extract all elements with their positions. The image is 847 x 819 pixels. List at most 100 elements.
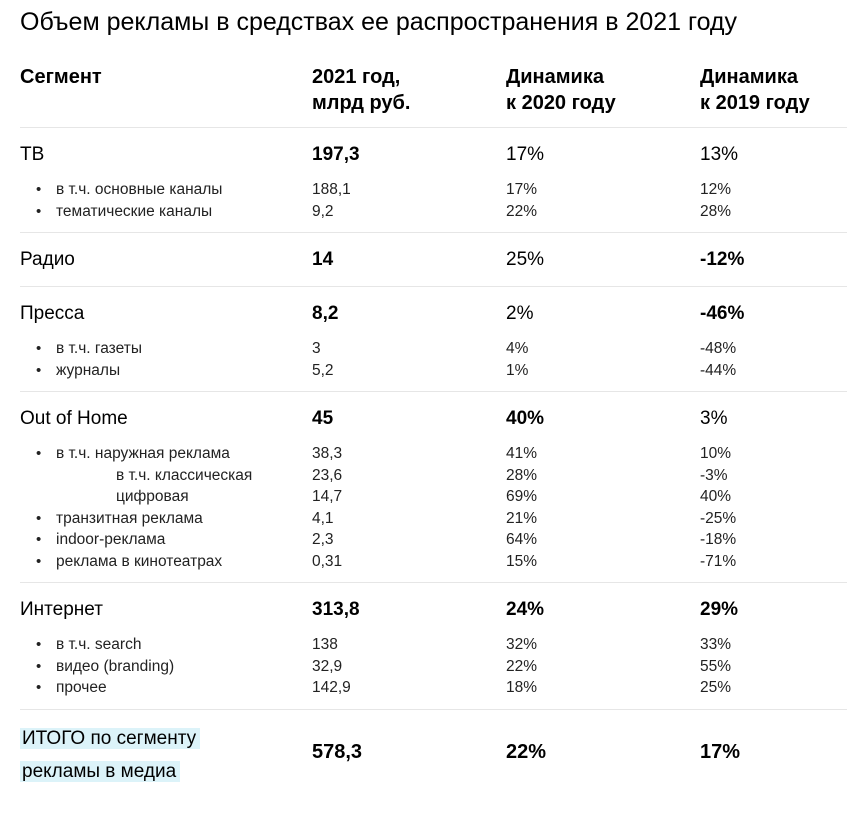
sub-name: в т.ч. наружная реклама — [20, 443, 312, 465]
table-row-sub: в т.ч. основные каналы 188,1 17% 12% — [20, 179, 847, 201]
bullet-icon — [20, 508, 56, 530]
sub-dynamics-2019: -18% — [700, 531, 737, 548]
table-row-sub: цифровая 14,7 69% 40% — [20, 486, 847, 508]
sub-dynamics-2020: 15% — [506, 550, 700, 583]
bullet-icon — [20, 338, 56, 360]
sub-value: 2,3 — [312, 531, 334, 548]
sub-dynamics-2019: 12% — [700, 181, 732, 198]
sub-name: в т.ч. основные каналы — [20, 179, 312, 201]
table-row-sub: журналы 5,2 1% -44% — [20, 359, 847, 392]
sub-dynamics-2019: 55% — [700, 657, 732, 675]
bullet-icon — [20, 201, 56, 223]
page-title: Объем рекламы в средствах ее распростран… — [20, 8, 738, 36]
sub-dynamics-2019: 33% — [700, 636, 732, 653]
sub-dynamics-2019: -3% — [700, 466, 728, 484]
table-row-sub: в т.ч. search 138 32% 33% — [20, 634, 847, 656]
sub-name: в т.ч. search — [20, 634, 312, 656]
table-row-total: ИТОГО по сегменту рекламы в медиа 578,3 … — [20, 709, 847, 788]
table-row-sub: тематические каналы 9,2 22% 28% — [20, 200, 847, 233]
bullet-icon — [20, 529, 56, 551]
sub-value: 3 — [312, 340, 321, 357]
sub-dynamics-2019: -44% — [700, 359, 847, 392]
sub-value: 38,3 — [312, 445, 343, 462]
sub-dynamics-2020: 21% — [506, 509, 538, 527]
ad-volume-table: Сегмент 2021 год, млрд руб. Динамика к 202… — [20, 58, 847, 788]
sub-dynamics-2020: 41% — [506, 445, 538, 462]
sub-value: 4,1 — [312, 509, 334, 527]
sub-dynamics-2019: 10% — [700, 445, 732, 462]
header-row: Сегмент 2021 год, млрд руб. Динамика к 202… — [20, 58, 847, 128]
sub-dynamics-2020: 22% — [506, 200, 700, 233]
segment-value: 14 — [312, 232, 506, 287]
bullet-icon — [20, 656, 56, 678]
segment-name: Пресса — [20, 303, 85, 324]
segment-value: 45 — [312, 408, 334, 429]
segment-name: ТВ — [20, 144, 45, 165]
sub-value: 14,7 — [312, 488, 343, 505]
table-row-sub: видео (branding) 32,9 22% 55% — [20, 656, 847, 678]
sub-dynamics-2020: 1% — [506, 359, 700, 392]
bullet-icon — [20, 360, 56, 382]
sub-name: тематические каналы — [20, 200, 312, 233]
sub-name: цифровая — [116, 488, 189, 505]
table-row-press: Пресса 8,2 2% -46% — [20, 287, 847, 339]
header-dynamics-2020: Динамика к 2020 году — [506, 58, 700, 128]
table-row-radio: Радио 14 25% -12% — [20, 232, 847, 287]
segment-dynamics-2019: 29% — [700, 599, 739, 620]
header-value: 2021 год, млрд руб. — [312, 58, 506, 128]
segment-name: Радио — [20, 232, 312, 287]
sub-value: 5,2 — [312, 359, 506, 392]
sub-dynamics-2019: -25% — [700, 509, 737, 527]
segment-value: 8,2 — [312, 303, 339, 324]
sub-name: реклама в кинотеатрах — [20, 550, 312, 583]
segment-name: Out of Home — [20, 408, 128, 429]
sub-value: 32,9 — [312, 657, 343, 675]
sub-dynamics-2019: 40% — [700, 488, 732, 505]
segment-dynamics-2020: 25% — [506, 232, 700, 287]
sub-dynamics-2020: 17% — [506, 181, 538, 198]
sub-dynamics-2020: 28% — [506, 466, 538, 484]
sub-dynamics-2020: 22% — [506, 657, 538, 675]
segment-dynamics-2019: -46% — [700, 303, 745, 324]
table-row-sub: в т.ч. классическая 23,6 28% -3% — [20, 465, 847, 487]
bullet-icon — [20, 443, 56, 465]
segment-value: 313,8 — [312, 599, 360, 620]
sub-dynamics-2019: -71% — [700, 550, 847, 583]
total-label: ИТОГО по сегменту рекламы в медиа — [20, 709, 312, 788]
table-row-tv: ТВ 197,3 17% 13% — [20, 128, 847, 180]
segment-dynamics-2019: 3% — [700, 408, 728, 429]
sub-value: 142,9 — [312, 677, 506, 710]
sub-name: журналы — [20, 359, 312, 392]
segment-dynamics-2019: -12% — [700, 232, 847, 287]
sub-dynamics-2020: 4% — [506, 340, 529, 357]
header-segment: Сегмент — [20, 58, 312, 128]
sub-name: прочее — [20, 677, 312, 710]
sub-value: 9,2 — [312, 200, 506, 233]
table-row-sub: прочее 142,9 18% 25% — [20, 677, 847, 710]
sub-value: 0,31 — [312, 550, 506, 583]
table-row-sub: транзитная реклама 4,1 21% -25% — [20, 508, 847, 530]
table-row-ooh: Out of Home 45 40% 3% — [20, 392, 847, 444]
total-dynamics-2020: 22% — [506, 740, 547, 763]
table-row-internet: Интернет 313,8 24% 29% — [20, 583, 847, 635]
sub-value: 138 — [312, 636, 338, 653]
sub-value: 23,6 — [312, 466, 343, 484]
total-dynamics-2019: 17% — [700, 740, 741, 763]
sub-dynamics-2019: 25% — [700, 677, 847, 710]
total-label-line1: ИТОГО по сегменту — [20, 727, 201, 749]
sub-name: видео (branding) — [20, 656, 312, 678]
header-dynamics-2019: Динамика к 2019 году — [700, 58, 847, 128]
segment-value: 197,3 — [312, 144, 360, 165]
sub-dynamics-2020: 32% — [506, 636, 538, 653]
sub-dynamics-2019: -48% — [700, 340, 737, 357]
table-row-sub: indoor-реклама 2,3 64% -18% — [20, 529, 847, 551]
segment-name: Интернет — [20, 599, 103, 620]
total-label-line2: рекламы в медиа — [20, 760, 181, 782]
sub-dynamics-2020: 69% — [506, 488, 538, 505]
total-value: 578,3 — [312, 740, 363, 763]
sub-name: в т.ч. газеты — [20, 338, 312, 360]
sub-name: транзитная реклама — [20, 508, 312, 530]
sub-value: 188,1 — [312, 181, 351, 198]
table-row-sub: в т.ч. газеты 3 4% -48% — [20, 338, 847, 360]
bullet-icon — [20, 551, 56, 573]
